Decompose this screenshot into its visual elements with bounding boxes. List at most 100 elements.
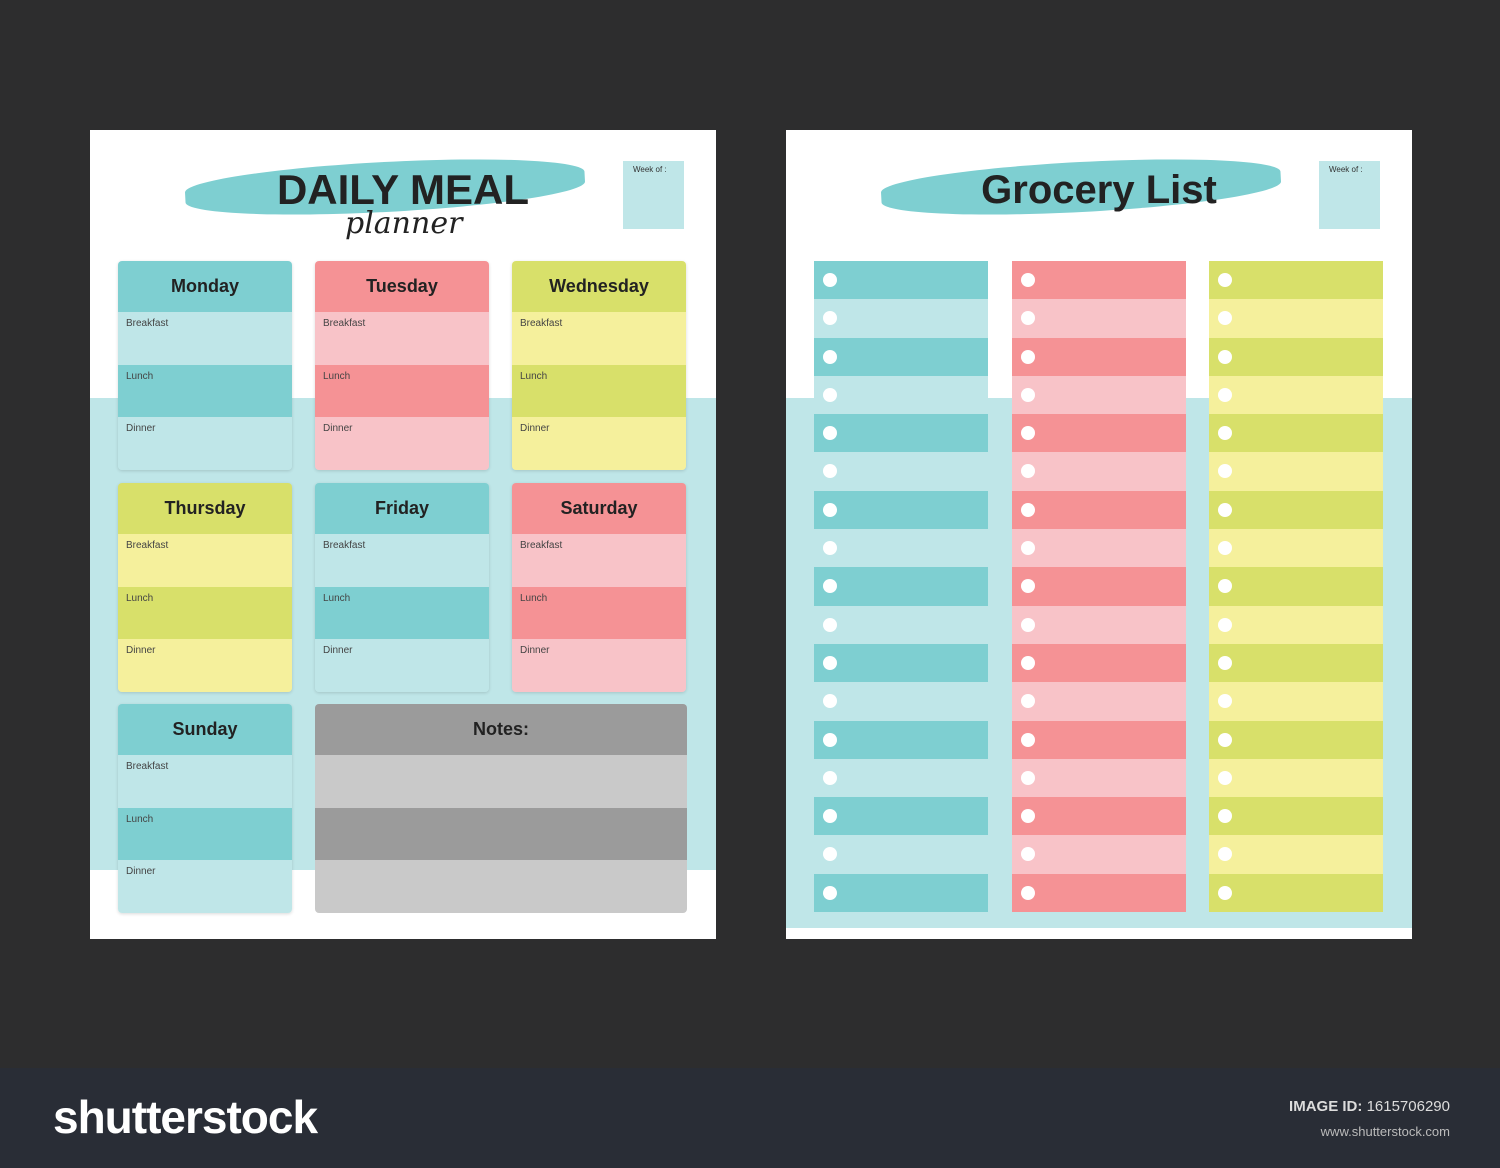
bullet-icon <box>1020 847 1035 862</box>
grocery-item-row[interactable] <box>1209 299 1383 338</box>
grocery-item-row[interactable] <box>1011 414 1186 453</box>
meal-section[interactable]: Breakfast <box>118 755 292 808</box>
day-card-saturday[interactable]: Saturday Breakfast Lunch Dinner <box>512 483 686 692</box>
day-header: Friday <box>315 483 489 534</box>
grocery-item-row[interactable] <box>1011 682 1186 721</box>
grocery-item-row[interactable] <box>1209 720 1383 759</box>
grocery-item-row[interactable] <box>1011 490 1186 530</box>
meal-section[interactable]: Lunch <box>118 364 292 418</box>
meal-section[interactable]: Dinner <box>315 639 489 692</box>
grocery-item-row[interactable] <box>814 797 988 836</box>
grocery-item-row[interactable] <box>814 490 988 530</box>
grocery-item-row[interactable] <box>814 682 988 721</box>
meal-section[interactable]: Breakfast <box>512 534 686 587</box>
grocery-item-row[interactable] <box>1011 873 1186 912</box>
week-of-box[interactable]: Week of : <box>1319 161 1380 229</box>
grocery-item-row[interactable] <box>814 299 988 338</box>
grocery-item-row[interactable] <box>1209 605 1383 644</box>
meal-section[interactable]: Breakfast <box>118 534 292 587</box>
meal-section[interactable]: Breakfast <box>315 312 489 365</box>
week-of-box[interactable]: Week of : <box>623 161 684 229</box>
bullet-icon <box>823 847 837 862</box>
grocery-item-row[interactable] <box>814 567 988 606</box>
grocery-item-row[interactable] <box>1011 299 1186 338</box>
day-card-thursday[interactable]: Thursday Breakfast Lunch Dinner <box>118 483 292 692</box>
bullet-icon <box>1020 541 1035 556</box>
bullet-icon <box>823 885 837 900</box>
grocery-item-row[interactable] <box>1209 375 1383 415</box>
meal-section[interactable]: Lunch <box>118 586 292 640</box>
bullet-icon <box>1218 617 1232 632</box>
bullet-icon <box>1218 502 1232 517</box>
bullet-icon <box>823 732 837 747</box>
grocery-item-row[interactable] <box>1209 873 1383 912</box>
notes-card[interactable]: Notes: <box>315 704 687 913</box>
grocery-item-row[interactable] <box>1209 835 1383 874</box>
grocery-item-row[interactable] <box>1209 567 1383 606</box>
grocery-item-row[interactable] <box>814 873 988 912</box>
meal-section[interactable]: Dinner <box>118 860 292 913</box>
meal-section[interactable]: Dinner <box>315 417 489 470</box>
grocery-item-row[interactable] <box>814 605 988 644</box>
grocery-item-row[interactable] <box>814 835 988 874</box>
grocery-item-row[interactable] <box>1011 643 1186 683</box>
grocery-item-row[interactable] <box>814 452 988 491</box>
day-card-sunday[interactable]: Sunday Breakfast Lunch Dinner <box>118 704 292 913</box>
grocery-item-row[interactable] <box>1209 452 1383 491</box>
meal-section[interactable]: Lunch <box>118 807 292 861</box>
day-card-tuesday[interactable]: Tuesday Breakfast Lunch Dinner <box>315 261 489 470</box>
grocery-item-row[interactable] <box>1209 643 1383 683</box>
grocery-item-row[interactable] <box>1209 414 1383 453</box>
day-card-wednesday[interactable]: Wednesday Breakfast Lunch Dinner <box>512 261 686 470</box>
grocery-item-row[interactable] <box>814 375 988 415</box>
meal-section[interactable]: Lunch <box>315 586 489 640</box>
grocery-item-row[interactable] <box>814 414 988 453</box>
meal-section[interactable]: Dinner <box>118 639 292 692</box>
bullet-icon <box>823 426 837 441</box>
meal-section[interactable]: Dinner <box>512 417 686 470</box>
bullet-icon <box>1218 847 1232 862</box>
meal-section[interactable]: Breakfast <box>315 534 489 587</box>
grocery-item-row[interactable] <box>814 261 988 300</box>
day-card-monday[interactable]: Monday Breakfast Lunch Dinner <box>118 261 292 470</box>
grocery-item-row[interactable] <box>814 720 988 759</box>
bullet-icon <box>1218 541 1232 556</box>
meal-section[interactable]: Lunch <box>512 364 686 418</box>
meal-section[interactable]: Dinner <box>512 639 686 692</box>
grocery-item-row[interactable] <box>814 643 988 683</box>
bullet-icon <box>823 387 837 402</box>
bullet-icon <box>1020 387 1035 402</box>
grocery-item-row[interactable] <box>1011 261 1186 300</box>
grocery-item-row[interactable] <box>1011 835 1186 874</box>
grocery-item-row[interactable] <box>1209 529 1383 568</box>
grocery-item-row[interactable] <box>1209 337 1383 376</box>
bullet-icon <box>1218 349 1232 364</box>
meal-section[interactable]: Breakfast <box>512 312 686 365</box>
grocery-item-row[interactable] <box>814 529 988 568</box>
grocery-item-row[interactable] <box>1011 758 1186 798</box>
bullet-icon <box>823 541 837 556</box>
grocery-item-row[interactable] <box>1209 490 1383 530</box>
grocery-column-teal <box>814 261 988 912</box>
meal-section[interactable]: Breakfast <box>118 312 292 365</box>
grocery-item-row[interactable] <box>1011 375 1186 415</box>
grocery-item-row[interactable] <box>1011 337 1186 376</box>
grocery-item-row[interactable] <box>1209 682 1383 721</box>
day-card-friday[interactable]: Friday Breakfast Lunch Dinner <box>315 483 489 692</box>
grocery-item-row[interactable] <box>1011 529 1186 568</box>
grocery-item-row[interactable] <box>1209 797 1383 836</box>
grocery-item-row[interactable] <box>814 758 988 798</box>
meal-section[interactable]: Lunch <box>512 586 686 640</box>
bullet-icon <box>1020 349 1035 364</box>
grocery-item-row[interactable] <box>1011 567 1186 606</box>
bullet-icon <box>1020 311 1035 326</box>
grocery-item-row[interactable] <box>1011 797 1186 836</box>
grocery-item-row[interactable] <box>1209 261 1383 300</box>
grocery-item-row[interactable] <box>1011 452 1186 491</box>
grocery-item-row[interactable] <box>1209 758 1383 798</box>
meal-section[interactable]: Dinner <box>118 417 292 470</box>
grocery-item-row[interactable] <box>1011 720 1186 759</box>
grocery-item-row[interactable] <box>1011 605 1186 644</box>
meal-section[interactable]: Lunch <box>315 364 489 418</box>
grocery-item-row[interactable] <box>814 337 988 376</box>
